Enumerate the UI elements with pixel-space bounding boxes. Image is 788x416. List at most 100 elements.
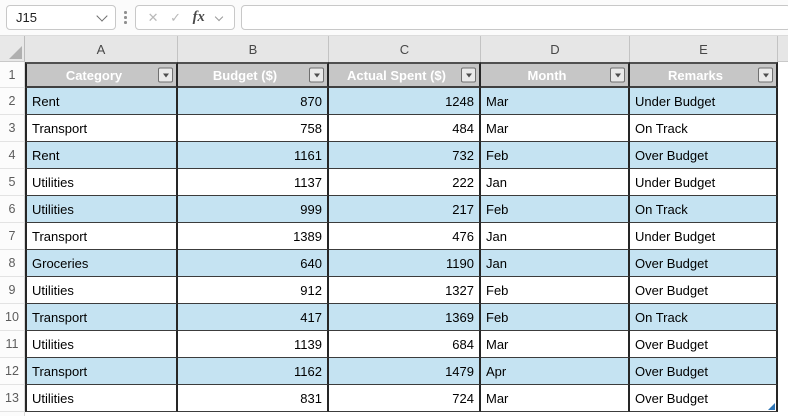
table-header-cell[interactable]: Actual Spent ($) [329,62,481,88]
chevron-down-icon[interactable] [96,9,108,22]
table-cell[interactable]: 1137 [178,169,329,196]
table-cell[interactable]: Transport [25,358,178,385]
name-box[interactable]: J15 [6,5,116,30]
table-cell[interactable]: Mar [481,385,630,412]
table-header-row: 1 Category Budget ($) Actual Spent ($) Month… [0,62,788,88]
table-cell[interactable]: 758 [178,115,329,142]
table-cell[interactable]: 217 [329,196,481,223]
table-cell[interactable]: Utilities [25,385,178,412]
select-all-corner[interactable] [0,36,25,62]
column-letter-d[interactable]: D [481,36,630,62]
table-cell[interactable]: 724 [329,385,481,412]
chevron-down-icon[interactable] [215,12,224,21]
table-cell[interactable]: Transport [25,223,178,250]
table-resize-handle[interactable] [768,403,775,410]
table-cell[interactable]: 1389 [178,223,329,250]
filter-button[interactable] [461,67,476,83]
table-cell[interactable]: 831 [178,385,329,412]
table-cell[interactable]: Mar [481,115,630,142]
table-header-cell[interactable]: Month [481,62,630,88]
table-cell[interactable]: Utilities [25,169,178,196]
table-header-cell[interactable]: Category [25,62,178,88]
row-number[interactable]: 11 [0,331,25,358]
select-all-icon [9,46,22,59]
table-cell[interactable]: 870 [178,88,329,115]
table-cell[interactable]: Apr [481,358,630,385]
table-cell[interactable]: Transport [25,304,178,331]
column-letter-b[interactable]: B [178,36,329,62]
table-cell[interactable]: Jan [481,169,630,196]
table-cell[interactable]: Over Budget [630,277,778,304]
table-cell[interactable]: Jan [481,250,630,277]
table-cell[interactable]: Utilities [25,331,178,358]
table-cell[interactable]: Feb [481,196,630,223]
table-cell[interactable]: Utilities [25,277,178,304]
table-cell[interactable]: Under Budget [630,169,778,196]
table-cell[interactable]: Under Budget [630,223,778,250]
table-cell[interactable]: Transport [25,115,178,142]
row-number[interactable]: 4 [0,142,25,169]
table-cell[interactable]: 1327 [329,277,481,304]
table-cell[interactable]: Jan [481,223,630,250]
spreadsheet-grid: A B C D E 1 Category Budget ($) Actual Spent ($)… [0,36,788,416]
table-cell[interactable]: Feb [481,277,630,304]
row-number[interactable]: 8 [0,250,25,277]
filter-button[interactable] [758,67,773,83]
table-cell[interactable]: Over Budget [630,250,778,277]
row-number[interactable]: 10 [0,304,25,331]
table-cell[interactable]: 640 [178,250,329,277]
column-letter-a[interactable]: A [25,36,178,62]
row-number[interactable]: 13 [0,385,25,412]
table-cell[interactable]: Over Budget [630,385,778,412]
row-number[interactable]: 6 [0,196,25,223]
table-header-cell[interactable]: Remarks [630,62,778,88]
insert-function-icon[interactable]: fx [192,9,205,26]
table-cell[interactable]: 732 [329,142,481,169]
table-cell[interactable]: Mar [481,331,630,358]
table-cell[interactable]: 1369 [329,304,481,331]
row-number[interactable]: 12 [0,358,25,385]
filter-button[interactable] [309,67,324,83]
table-cell[interactable]: Groceries [25,250,178,277]
column-letter-e[interactable]: E [630,36,778,62]
table-cell[interactable]: 1190 [329,250,481,277]
table-cell[interactable]: Rent [25,142,178,169]
table-cell[interactable]: Utilities [25,196,178,223]
table-cell[interactable]: Rent [25,88,178,115]
table-cell[interactable]: Over Budget [630,358,778,385]
table-cell[interactable]: On Track [630,304,778,331]
table-cell[interactable]: 912 [178,277,329,304]
cancel-icon[interactable]: ✕ [147,10,159,25]
enter-icon[interactable]: ✓ [170,10,182,25]
row-number[interactable]: 9 [0,277,25,304]
table-cell[interactable]: 476 [329,223,481,250]
table-cell[interactable]: Under Budget [630,88,778,115]
row-number[interactable]: 3 [0,115,25,142]
table-cell[interactable]: Over Budget [630,331,778,358]
table-cell[interactable]: 684 [329,331,481,358]
table-cell[interactable]: 1162 [178,358,329,385]
row-number[interactable]: 5 [0,169,25,196]
table-cell[interactable]: 1139 [178,331,329,358]
row-number[interactable]: 7 [0,223,25,250]
table-cell[interactable]: 1248 [329,88,481,115]
table-cell[interactable]: Feb [481,304,630,331]
table-cell[interactable]: On Track [630,196,778,223]
column-letter-c[interactable]: C [329,36,481,62]
table-header-cell[interactable]: Budget ($) [178,62,329,88]
formula-input[interactable] [241,5,788,30]
filter-button[interactable] [158,67,173,83]
table-cell[interactable]: 999 [178,196,329,223]
table-cell[interactable]: Over Budget [630,142,778,169]
table-cell[interactable]: 1479 [329,358,481,385]
row-number[interactable]: 1 [0,62,25,88]
table-cell[interactable]: Feb [481,142,630,169]
table-cell[interactable]: On Track [630,115,778,142]
table-cell[interactable]: Mar [481,88,630,115]
table-cell[interactable]: 484 [329,115,481,142]
table-cell[interactable]: 1161 [178,142,329,169]
table-cell[interactable]: 417 [178,304,329,331]
row-number[interactable]: 2 [0,88,25,115]
table-cell[interactable]: 222 [329,169,481,196]
filter-button[interactable] [610,67,625,83]
